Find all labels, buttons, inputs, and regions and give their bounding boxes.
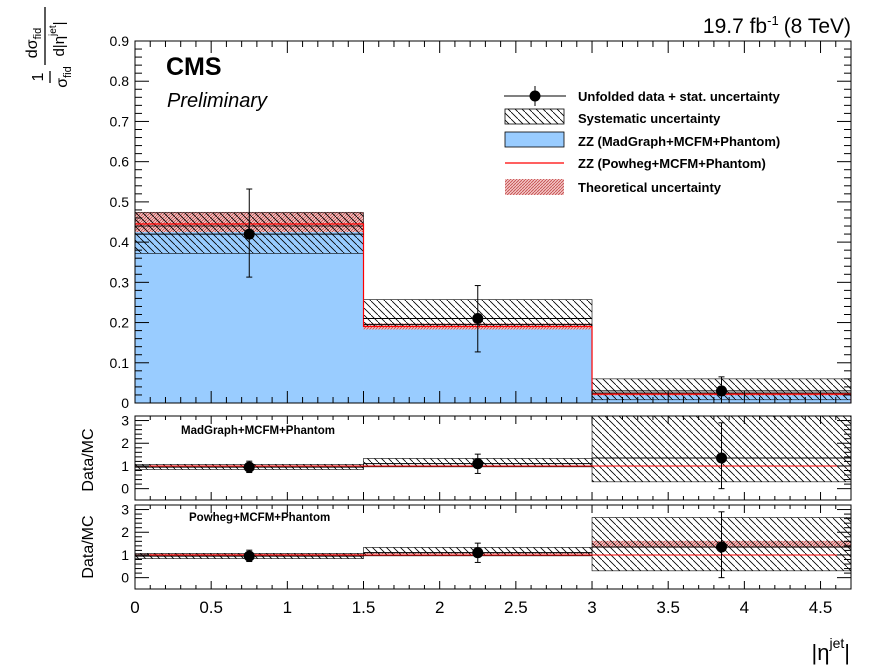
ratio2-frame xyxy=(134,504,852,590)
y-label-den-sub: fid xyxy=(62,66,74,78)
main-frame xyxy=(134,40,852,404)
main-y-axis-label: 1 σfid xyxy=(30,66,74,88)
y-label-num-sigma: σ xyxy=(24,39,41,49)
main-ytick-label: 0.8 xyxy=(110,73,130,89)
ratio1-plot-area xyxy=(135,416,851,490)
y-label-numerator: dσfid xyxy=(24,28,44,58)
x-label-close: | xyxy=(844,640,850,665)
main-data-point xyxy=(243,228,255,240)
y-label-den-d: d|η xyxy=(51,36,68,57)
legend-label-syst: Systematic uncertainty xyxy=(578,111,721,126)
legend-label-powheg: ZZ (Powheg+MCFM+Phantom) xyxy=(578,156,766,171)
main-powheg-line xyxy=(135,223,851,403)
ratio2-ytick-label: 2 xyxy=(121,524,129,540)
ratio2-ytick-label: 0 xyxy=(121,570,129,586)
ratio1-ytick-label: 2 xyxy=(121,435,129,451)
ratio1-data-point xyxy=(243,461,255,473)
main-data-point xyxy=(472,313,484,325)
main-ytick-label: 0.4 xyxy=(110,234,130,250)
ratio2-xtick-label: 0 xyxy=(130,598,139,617)
main-ytick-label: 0 xyxy=(121,395,129,411)
ratio1-ytick-label: 0 xyxy=(121,481,129,497)
ratio1-data-point xyxy=(472,458,484,470)
x-axis-label: |ηjet| xyxy=(812,635,850,665)
legend-entry-syst: Systematic uncertainty xyxy=(504,108,721,126)
ratio2-xtick-label: 3 xyxy=(587,598,596,617)
main-ytick-label: 0.9 xyxy=(110,33,130,49)
main-y-axis-label-2: dσfid d|ηjet| xyxy=(24,7,68,65)
y-label-num-d: d xyxy=(24,49,41,58)
y-label-num-sub: fid xyxy=(32,28,44,40)
luminosity-energy: (8 TeV) xyxy=(784,15,851,38)
legend-entry-theory: Theoretical uncertainty xyxy=(505,179,722,195)
ratio2-xtick-label: 4 xyxy=(740,598,749,617)
luminosity-label: 19.7 fb-1 (8 TeV) xyxy=(703,13,851,38)
ratio1-data-point xyxy=(716,452,728,464)
x-label-base: |η xyxy=(812,640,830,665)
y-label-denominator-2: d|ηjet| xyxy=(48,21,68,56)
luminosity-value: 19.7 fb xyxy=(703,15,767,38)
ratio-panel-powheg: 0 1 2 3 0 0.5 1 1.5 2 2.5 3 3.5 4 4.5 xyxy=(121,502,852,617)
luminosity-exponent: -1 xyxy=(767,13,779,28)
legend-entry-powheg: ZZ (Powheg+MCFM+Phantom) xyxy=(505,156,766,171)
status-label: Preliminary xyxy=(167,90,268,112)
y-label-denominator-1: σfid xyxy=(54,66,74,88)
legend-theory-swatch xyxy=(505,179,564,195)
y-label-one: 1 xyxy=(30,72,47,81)
ratio2-model-label: Powheg+MCFM+Phantom xyxy=(189,512,330,524)
ratio2-ytick-label: 3 xyxy=(121,502,129,518)
legend-entry-data: Unfolded data + stat. uncertainty xyxy=(504,86,781,106)
ratio2-ytick-label: 1 xyxy=(121,547,129,563)
ratio1-frame xyxy=(134,415,852,501)
ratio2-xtick-label: 1 xyxy=(283,598,292,617)
ratio1-ytick-label: 3 xyxy=(121,413,129,429)
main-plot-area xyxy=(135,188,851,403)
ratio2-data-point xyxy=(716,541,728,553)
ratio2-xtick-label: 4.5 xyxy=(809,598,833,617)
ratio1-model-label: MadGraph+MCFM+Phantom xyxy=(181,425,335,437)
experiment-label: CMS xyxy=(166,53,222,81)
legend-entry-madgraph: ZZ (MadGraph+MCFM+Phantom) xyxy=(504,131,780,149)
legend-data-marker xyxy=(529,90,541,102)
ratio2-xtick-label: 1.5 xyxy=(352,598,376,617)
main-ytick-label: 0.5 xyxy=(110,194,130,210)
legend-label-madgraph: ZZ (MadGraph+MCFM+Phantom) xyxy=(578,134,780,149)
legend-madgraph-swatch xyxy=(504,131,565,148)
legend-label-theory: Theoretical uncertainty xyxy=(578,180,722,195)
main-ytick-label: 0.6 xyxy=(110,154,130,170)
main-ytick-label: 0.3 xyxy=(110,274,130,290)
ratio2-data-point xyxy=(472,547,484,559)
main-panel: 0 0.1 0.2 0.3 0.4 0.5 0.6 0.7 0.8 0.9 xyxy=(110,33,852,411)
main-ytick-label: 0.2 xyxy=(110,315,130,331)
ratio1-y-axis-label: Data/MC xyxy=(80,428,97,491)
y-label-den-close: | xyxy=(51,21,68,25)
y-label-den-sigma: σ xyxy=(54,78,71,88)
y-label-den-sup: jet xyxy=(48,25,59,37)
ratio2-data-point xyxy=(243,550,255,562)
ratio2-xtick-label: 0.5 xyxy=(199,598,223,617)
ratio1-ytick-label: 1 xyxy=(121,458,129,474)
ratio-panel-madgraph: 0 1 2 3 xyxy=(121,413,852,501)
ratio2-y-axis-label: Data/MC xyxy=(80,515,97,578)
ratio2-xtick-label: 3.5 xyxy=(656,598,680,617)
main-ytick-label: 0.7 xyxy=(110,113,130,129)
main-data-point xyxy=(716,385,728,397)
legend-label-data: Unfolded data + stat. uncertainty xyxy=(578,89,781,104)
x-label-sup: jet xyxy=(828,635,844,651)
ratio2-xtick-label: 2.5 xyxy=(504,598,528,617)
ratio2-xtick-label: 2 xyxy=(435,598,444,617)
ratio2-plot-area xyxy=(135,511,851,579)
legend: Unfolded data + stat. uncertainty System… xyxy=(504,86,781,195)
main-ytick-label: 0.1 xyxy=(110,355,130,371)
legend-syst-swatch xyxy=(504,108,565,125)
